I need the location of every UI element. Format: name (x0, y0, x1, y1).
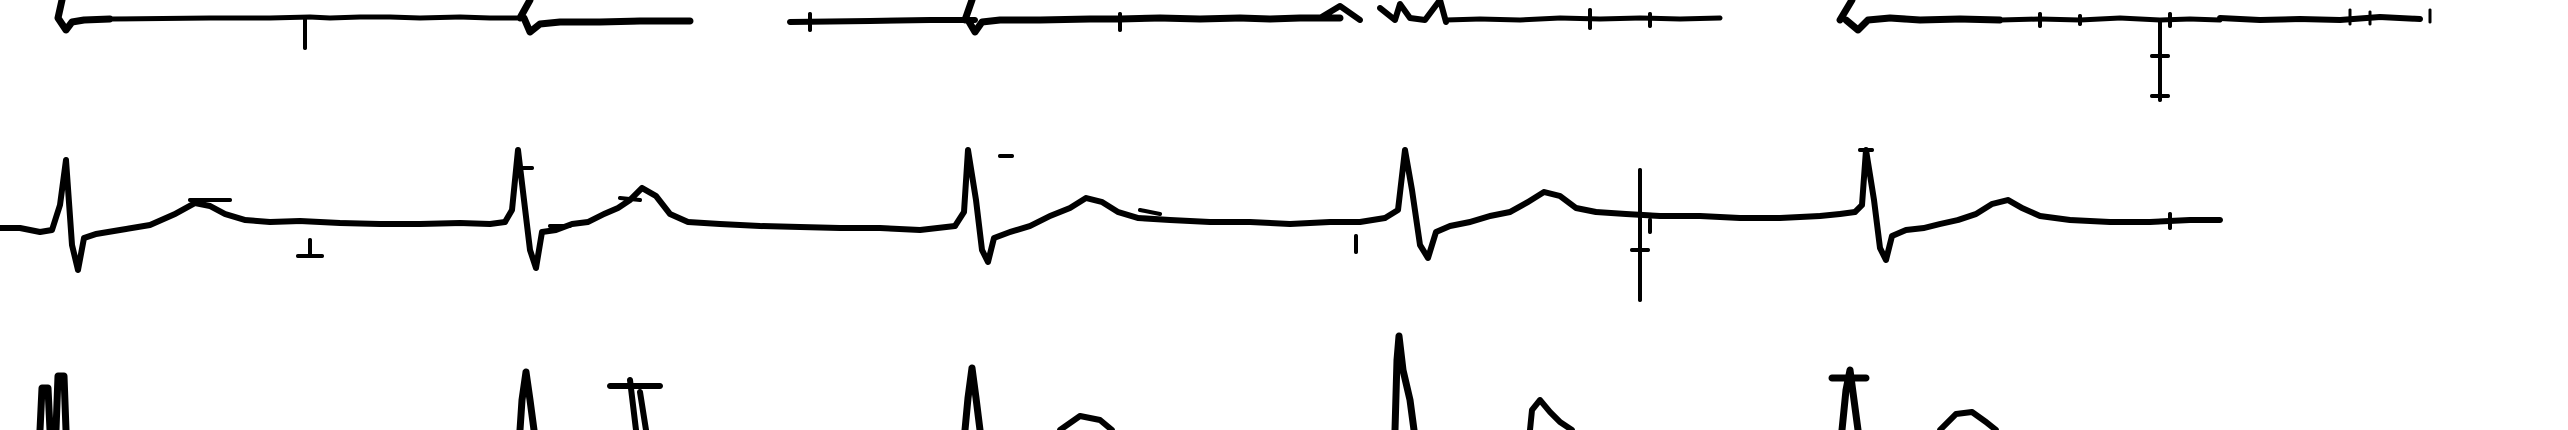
top-lead-trace (54, 0, 2432, 102)
middle-lead-trace (0, 147, 2223, 302)
bottom-lead-trace (36, 332, 1999, 430)
